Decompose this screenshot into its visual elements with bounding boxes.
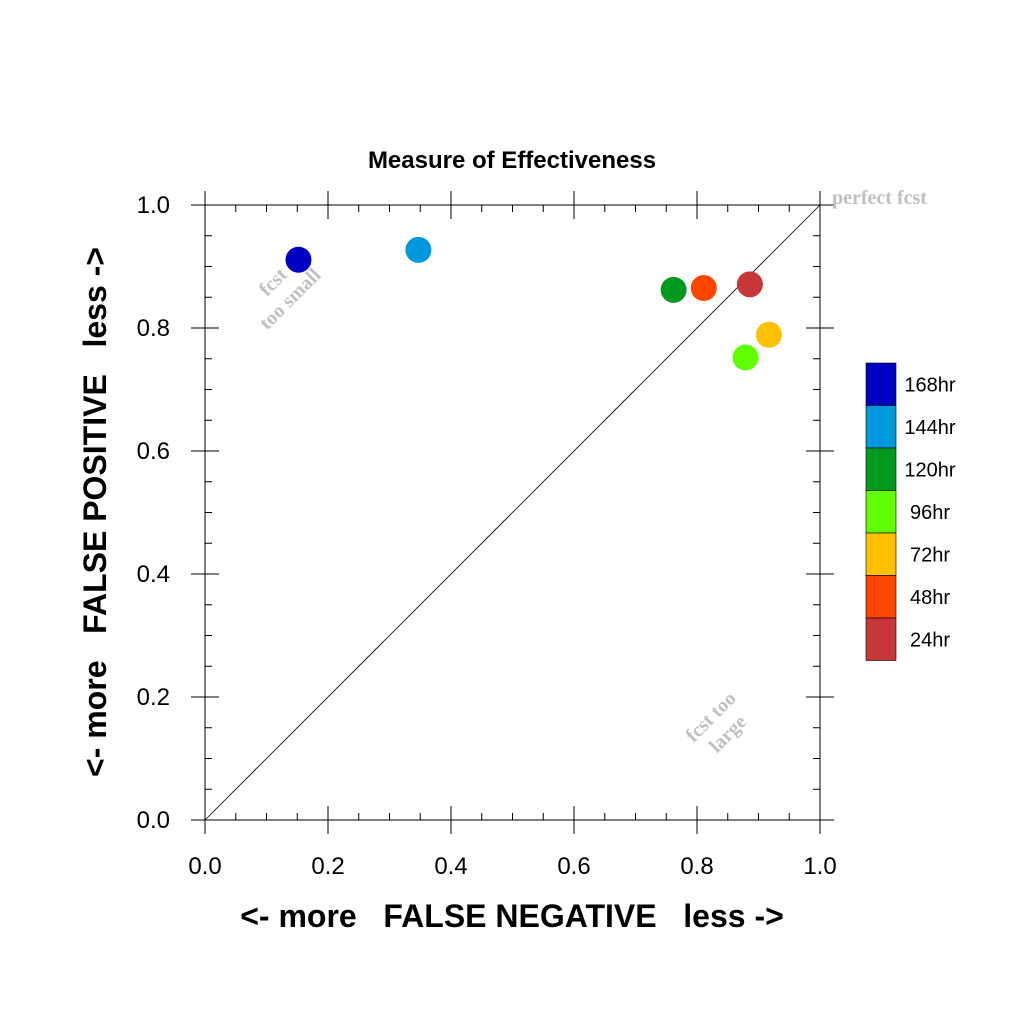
legend-label-144hr: 144hr: [904, 417, 955, 439]
x-tick-label: 0.4: [434, 853, 467, 880]
x-axis-label: <- more FALSE NEGATIVE less ->: [240, 898, 784, 934]
y-tick-label: 0.6: [137, 438, 170, 465]
legend-label-72hr: 72hr: [910, 544, 950, 566]
x-tick-label: 0.8: [680, 853, 713, 880]
legend-swatch-72hr: [865, 532, 897, 576]
x-tick-label: 0.6: [557, 853, 590, 880]
axis-ticks: [191, 191, 834, 834]
legend: 168hr 144hr 120hr 96hr 72hr 48hr 24hr: [865, 362, 956, 661]
point-96hr: [732, 344, 759, 371]
point-48hr: [690, 275, 717, 302]
legend-label-24hr: 24hr: [910, 629, 950, 651]
legend-swatch-120hr: [865, 447, 897, 491]
x-tick-label: 1.0: [803, 853, 836, 880]
legend-swatch-48hr: [865, 575, 897, 619]
legend-label-120hr: 120hr: [904, 459, 955, 481]
point-72hr: [755, 321, 782, 348]
point-168hr: [285, 246, 312, 273]
diagonal-reference-line: [204, 204, 821, 821]
y-tick-label: 0.2: [137, 684, 170, 711]
legend-label-48hr: 48hr: [910, 587, 950, 609]
x-tick-label: 0.2: [311, 853, 344, 880]
y-tick-label: 0.0: [137, 807, 170, 834]
perfect-fcst-annotation: perfect fcst: [832, 187, 927, 209]
y-tick-label: 0.8: [137, 315, 170, 342]
y-axis-label: <- more FALSE POSITIVE less ->: [77, 247, 113, 777]
point-24hr: [736, 271, 763, 298]
y-tick-label: 1.0: [137, 192, 170, 219]
legend-swatch-96hr: [865, 490, 897, 534]
data-points: [285, 236, 782, 371]
legend-label-168hr: 168hr: [904, 374, 955, 396]
axis-tick-labels: 0.0 0.2 0.4 0.6 0.8 1.0 0.0 0.2 0.4 0.6 0.8 1.0: [137, 192, 837, 880]
legend-label-96hr: 96hr: [910, 502, 950, 524]
point-144hr: [405, 236, 432, 263]
point-120hr: [660, 276, 687, 303]
x-tick-label: 0.0: [188, 853, 221, 880]
y-tick-label: 0.4: [137, 561, 170, 588]
legend-swatch-144hr: [865, 405, 897, 449]
legend-swatch-24hr: [865, 617, 897, 661]
chart-title: Measure of Effectiveness: [368, 147, 656, 174]
legend-swatch-168hr: [865, 362, 897, 406]
